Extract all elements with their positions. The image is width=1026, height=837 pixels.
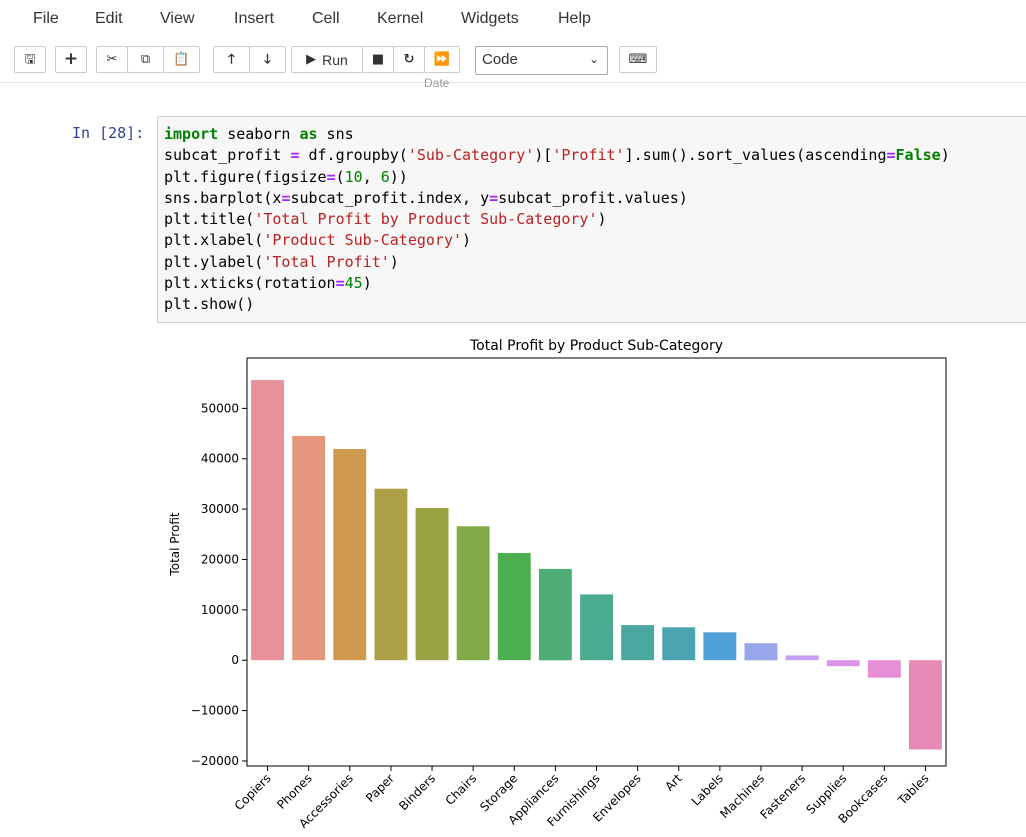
x-tick-label: Binders (396, 771, 438, 813)
arrow-down-icon: 🡓 (264, 52, 271, 67)
paste-icon: 📋 (173, 52, 190, 67)
run-label: Run (322, 51, 348, 68)
x-tick-label: Phones (274, 771, 315, 812)
menu-view[interactable]: View (160, 10, 195, 27)
y-axis-label: Total Profit (168, 512, 182, 576)
code-line: plt.title('Total Profit by Product Sub-C… (164, 210, 607, 229)
stop-icon: ■ (371, 52, 385, 67)
code-line: sns.barplot(x=subcat_profit.index, y=sub… (164, 188, 688, 207)
code-cell-input[interactable]: import seaborn as sns subcat_profit = df.… (157, 116, 1026, 323)
bar-chart: −20000 −10000 0 10000 20000 30000 40000 50000 Co… (168, 338, 947, 831)
toolbar: 🖫 + ✂ ⧉ 📋 🡑 🡓 ▶ Run ■ ↻ (0, 38, 1026, 83)
clipped-axis-label: Date (424, 76, 450, 90)
move-down-button[interactable]: 🡓 (249, 46, 286, 73)
menu-kernel[interactable]: Kernel (377, 10, 424, 27)
menu-bar: File Edit View Insert Cell Kernel Widget… (0, 0, 1026, 38)
bar-bookcases (867, 660, 901, 678)
x-tick-label: Art (662, 771, 685, 794)
restart-run-all-button[interactable]: ⏩ (424, 46, 460, 73)
scissors-icon: ✂ (106, 52, 118, 67)
y-tick-label: 50000 (201, 401, 239, 415)
cell-prompt: In [28]: (72, 124, 145, 142)
bar-furnishings (580, 594, 613, 661)
menu-cell[interactable]: Cell (312, 10, 340, 27)
code-line: plt.show() (164, 295, 255, 314)
bar-accessories (333, 449, 367, 661)
restart-button[interactable]: ↻ (393, 46, 425, 73)
bar-fasteners (785, 655, 819, 661)
x-tick-label: Tables (895, 771, 932, 808)
bar-chairs (456, 526, 490, 661)
copy-button[interactable]: ⧉ (127, 46, 164, 73)
bar-phones (292, 436, 326, 661)
y-tick-label: 40000 (201, 452, 239, 466)
x-tick-label: Chairs (443, 771, 480, 808)
chart-title: Total Profit by Product Sub-Category (469, 338, 723, 354)
bar-storage (497, 553, 531, 661)
x-tick-label: Fasteners (758, 771, 809, 822)
save-icon: 🖫 (24, 52, 36, 67)
code-line: plt.figure(figsize=(10, 6)) (164, 167, 408, 186)
keyboard-icon: ⌨ (628, 52, 648, 67)
bar-appliances (538, 568, 572, 661)
y-tick-label: 10000 (201, 603, 239, 617)
command-palette-button[interactable]: ⌨ (619, 46, 657, 73)
insert-cell-button[interactable]: + (55, 46, 87, 73)
bar-supplies (826, 660, 860, 667)
menu-file[interactable]: File (33, 10, 59, 27)
menu-widgets[interactable]: Widgets (461, 10, 519, 27)
bar-art (662, 627, 696, 661)
bar-binders (415, 508, 449, 661)
y-tick-label: −20000 (191, 754, 239, 768)
x-tick-label: Paper (363, 771, 397, 805)
code-line: subcat_profit = df.groupby('Sub-Category… (164, 146, 950, 165)
move-up-button[interactable]: 🡑 (213, 46, 250, 73)
menu-edit[interactable]: Edit (95, 10, 123, 27)
bar-paper (374, 488, 408, 661)
menu-help[interactable]: Help (558, 10, 591, 27)
chevron-down-icon: ⌄ (588, 52, 599, 66)
fast-forward-icon: ⏩ (433, 52, 451, 67)
code-line: plt.xlabel('Product Sub-Category') (164, 231, 472, 250)
code-line: plt.xticks(rotation=45) (164, 274, 372, 293)
restart-icon: ↻ (403, 52, 415, 67)
bar-tables (909, 660, 942, 750)
interrupt-button[interactable]: ■ (362, 46, 394, 73)
plus-icon: + (63, 49, 79, 69)
cut-button[interactable]: ✂ (96, 46, 128, 73)
bar-copiers (251, 380, 284, 661)
y-tick-label: 20000 (201, 552, 239, 566)
arrow-up-icon: 🡑 (228, 52, 235, 67)
y-tick-label: 0 (231, 653, 239, 667)
bar-labels (703, 632, 737, 661)
play-icon: ▶ (306, 52, 317, 67)
y-tick-label: −10000 (191, 704, 239, 718)
run-button[interactable]: ▶ Run (291, 46, 363, 73)
bar-machines (744, 643, 778, 661)
bar-envelopes (621, 625, 655, 661)
cell-type-select[interactable]: Code ⌄ (475, 46, 608, 75)
cell-type-value: Code (482, 51, 518, 68)
x-tick-label: Copiers (232, 771, 274, 813)
y-tick-label: 30000 (201, 502, 239, 516)
copy-icon: ⧉ (140, 52, 151, 67)
menu-insert[interactable]: Insert (234, 10, 275, 27)
code-line: import seaborn as sns (164, 125, 354, 143)
save-button[interactable]: 🖫 (14, 46, 46, 73)
paste-button[interactable]: 📋 (163, 46, 200, 73)
code-line: plt.ylabel('Total Profit') (164, 252, 399, 271)
x-tick-label: Labels (689, 771, 726, 808)
